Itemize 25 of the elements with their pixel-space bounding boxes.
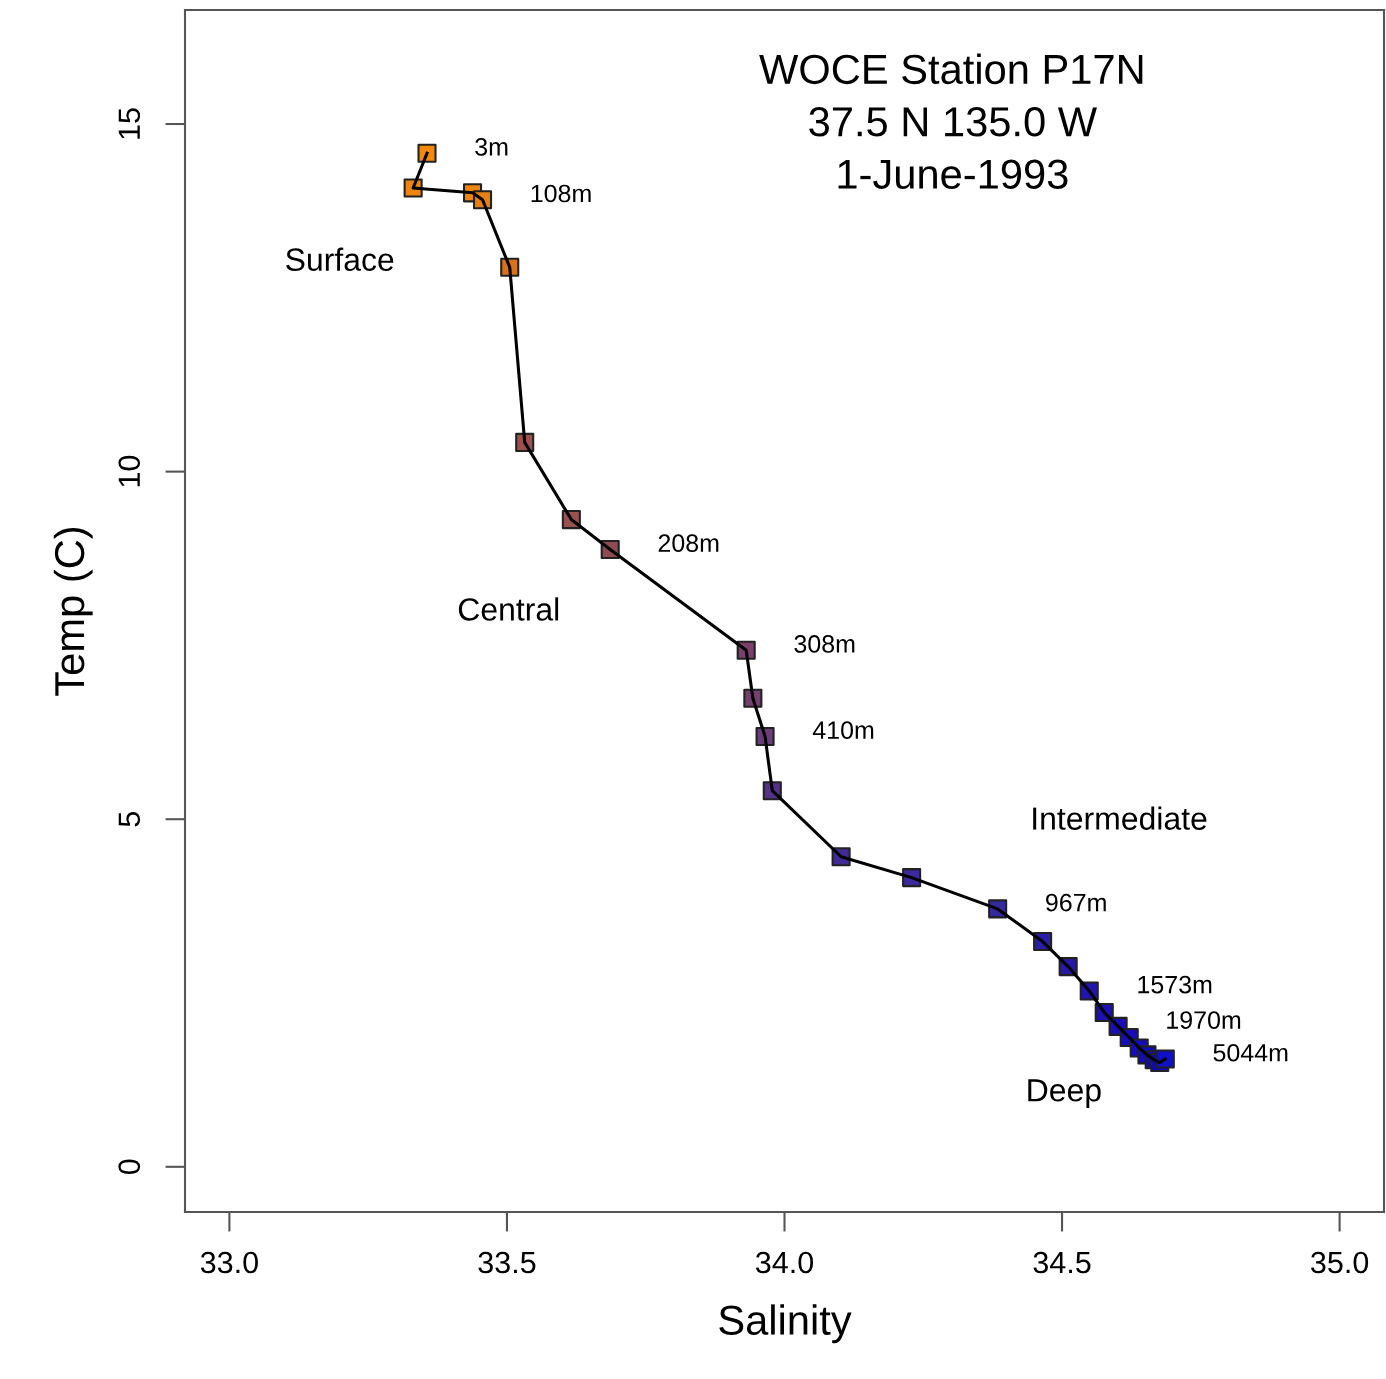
annotation: 108m — [531, 184, 591, 203]
annotation: Central — [458, 597, 559, 621]
y-tick-label: 10 — [118, 455, 141, 487]
annotation: Surface — [286, 247, 394, 271]
annotation: 208m — [658, 534, 719, 553]
annotation: 3m — [475, 138, 508, 156]
annotation: 1970m — [1167, 1011, 1241, 1029]
y-tick-label: 0 — [118, 1159, 141, 1175]
y-tick-label: 15 — [118, 108, 141, 139]
x-tick-label: 34.0 — [755, 1251, 814, 1274]
annotation: 1573m — [1138, 975, 1212, 994]
x-tick-label: 33.0 — [200, 1251, 258, 1274]
annotation: 967m — [1046, 893, 1106, 912]
annotation: 410m — [812, 721, 874, 740]
text: WOCE Station P17N 37.5 N 135.0 W 1-June-1993 — [759, 53, 1143, 190]
x-tick-label: 33.5 — [478, 1251, 536, 1274]
annotation: Intermediate — [1033, 806, 1207, 830]
x-axis-title: Salinity — [719, 1304, 852, 1344]
annotation: 308m — [794, 635, 855, 653]
y-tick-label: 5 — [118, 812, 141, 827]
x-tick-label: 35.0 — [1311, 1251, 1369, 1274]
annotation: Deep — [1028, 1079, 1101, 1108]
annotation: 5044m — [1213, 1043, 1288, 1062]
x-tick-label: 34.5 — [1033, 1251, 1091, 1274]
y-axis-title: Temp (C) — [53, 527, 93, 696]
